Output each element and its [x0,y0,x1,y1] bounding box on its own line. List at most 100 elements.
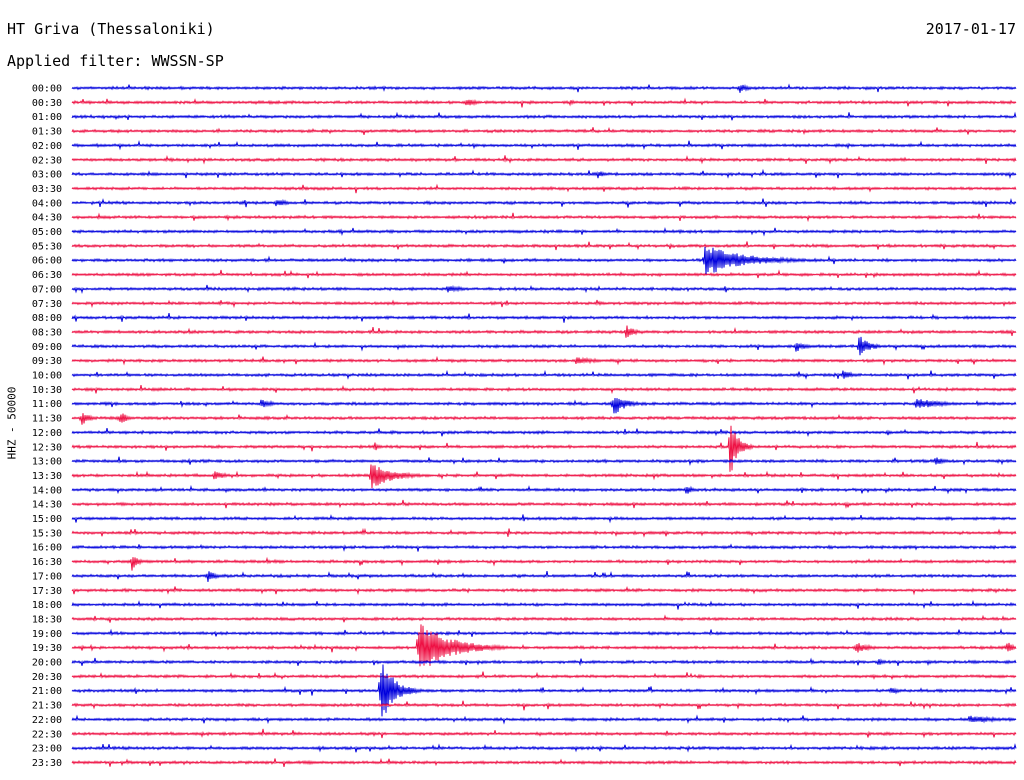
trace-row-2000 [71,657,1017,667]
trace-row-1530 [71,527,1017,538]
trace-row-1830 [71,614,1017,623]
trace-row-1300 [71,456,1017,467]
row-label: 18:30 [32,614,62,625]
trace-row-0930 [71,355,1017,366]
row-label: 23:00 [32,744,62,755]
row-label: 08:00 [32,313,62,324]
trace-row-0830 [71,325,1017,338]
row-label: 11:30 [32,414,62,425]
trace-row-0330 [71,183,1017,194]
trace-row-0130 [71,126,1017,136]
seismic-traces [71,83,1017,768]
row-label: 01:00 [32,112,62,123]
trace-row-1130 [71,413,1017,425]
row-label: 12:00 [32,428,62,439]
row-label: 04:00 [32,198,62,209]
trace-row-1930 [71,624,1017,667]
row-label: 02:30 [32,155,62,166]
trace-row-0900 [71,336,1017,356]
trace-row-2200 [71,714,1017,725]
row-label: 02:00 [32,141,62,152]
trace-row-2330 [71,757,1017,768]
row-label: 05:00 [32,227,62,238]
trace-row-1030 [71,384,1017,395]
row-label: 12:30 [32,442,62,453]
trace-row-0230 [71,154,1017,165]
row-label: 11:00 [32,399,62,410]
trace-row-1800 [71,599,1017,610]
row-label: 19:00 [32,629,62,640]
row-label: 21:00 [32,686,62,697]
row-label: 07:30 [32,299,62,310]
trace-row-0000 [71,83,1017,93]
trace-row-1730 [71,585,1017,596]
trace-row-0200 [71,140,1017,151]
row-label: 22:30 [32,729,62,740]
trace-row-0630 [71,269,1017,279]
row-label: 15:30 [32,528,62,539]
trace-row-1330 [71,464,1017,489]
row-label: 00:30 [32,98,62,109]
row-label: 03:00 [32,170,62,181]
trace-row-0030 [71,97,1017,108]
trace-row-1630 [71,556,1017,571]
row-label: 20:30 [32,672,62,683]
row-label: 21:30 [32,701,62,712]
station-title: HT Griva (Thessaloniki) [7,20,215,38]
row-label: 09:00 [32,342,62,353]
trace-row-0730 [71,299,1017,309]
row-label: 01:30 [32,127,62,138]
trace-row-1430 [71,499,1017,509]
row-label: 10:00 [32,371,62,382]
row-label: 19:30 [32,643,62,654]
trace-row-2030 [71,671,1017,681]
filter-label: Applied filter: WWSSN-SP [7,52,224,70]
trace-row-1700 [71,570,1017,582]
trace-row-2230 [71,728,1017,739]
trace-row-0600 [71,246,1017,276]
row-label: 04:30 [32,213,62,224]
row-label: 16:30 [32,557,62,568]
trace-row-0500 [71,226,1017,237]
trace-row-0530 [71,241,1017,251]
trace-row-1600 [71,543,1017,552]
row-label: 05:30 [32,241,62,252]
row-label: 06:00 [32,256,62,267]
trace-row-0800 [71,313,1017,323]
trace-row-0430 [71,212,1017,223]
row-label: 18:00 [32,600,62,611]
trace-row-1100 [71,397,1017,414]
trace-row-2130 [71,700,1017,711]
trace-row-0700 [71,284,1017,295]
trace-row-0400 [71,198,1017,208]
row-label: 17:00 [32,571,62,582]
time-labels: 00:00 00:30 01:00 01:30 02:00 02:30 03:00 03:30… [32,84,62,769]
trace-row-1400 [71,484,1017,495]
trace-row-1000 [71,369,1017,380]
trace-row-2100 [71,664,1017,717]
trace-row-1500 [71,514,1017,524]
row-label: 15:00 [32,514,62,525]
row-label: 09:30 [32,356,62,367]
row-label: 13:00 [32,457,62,468]
trace-row-2300 [71,743,1017,753]
row-label: 23:30 [32,758,62,769]
trace-row-1200 [71,427,1017,438]
row-label: 20:00 [32,658,62,669]
trace-row-0100 [71,111,1017,121]
row-label: 13:30 [32,471,62,482]
row-label: 17:30 [32,586,62,597]
row-label: 22:00 [32,715,62,726]
row-label: 14:00 [32,485,62,496]
trace-row-1900 [71,628,1017,637]
row-label: 03:30 [32,184,62,195]
row-label: 10:30 [32,385,62,396]
row-label: 00:00 [32,84,62,95]
row-label: 14:30 [32,500,62,511]
row-label: 08:30 [32,327,62,338]
row-label: 06:30 [32,270,62,281]
row-label: 07:00 [32,284,62,295]
date-label: 2017-01-17 [925,20,1016,38]
row-label: 16:00 [32,543,62,554]
